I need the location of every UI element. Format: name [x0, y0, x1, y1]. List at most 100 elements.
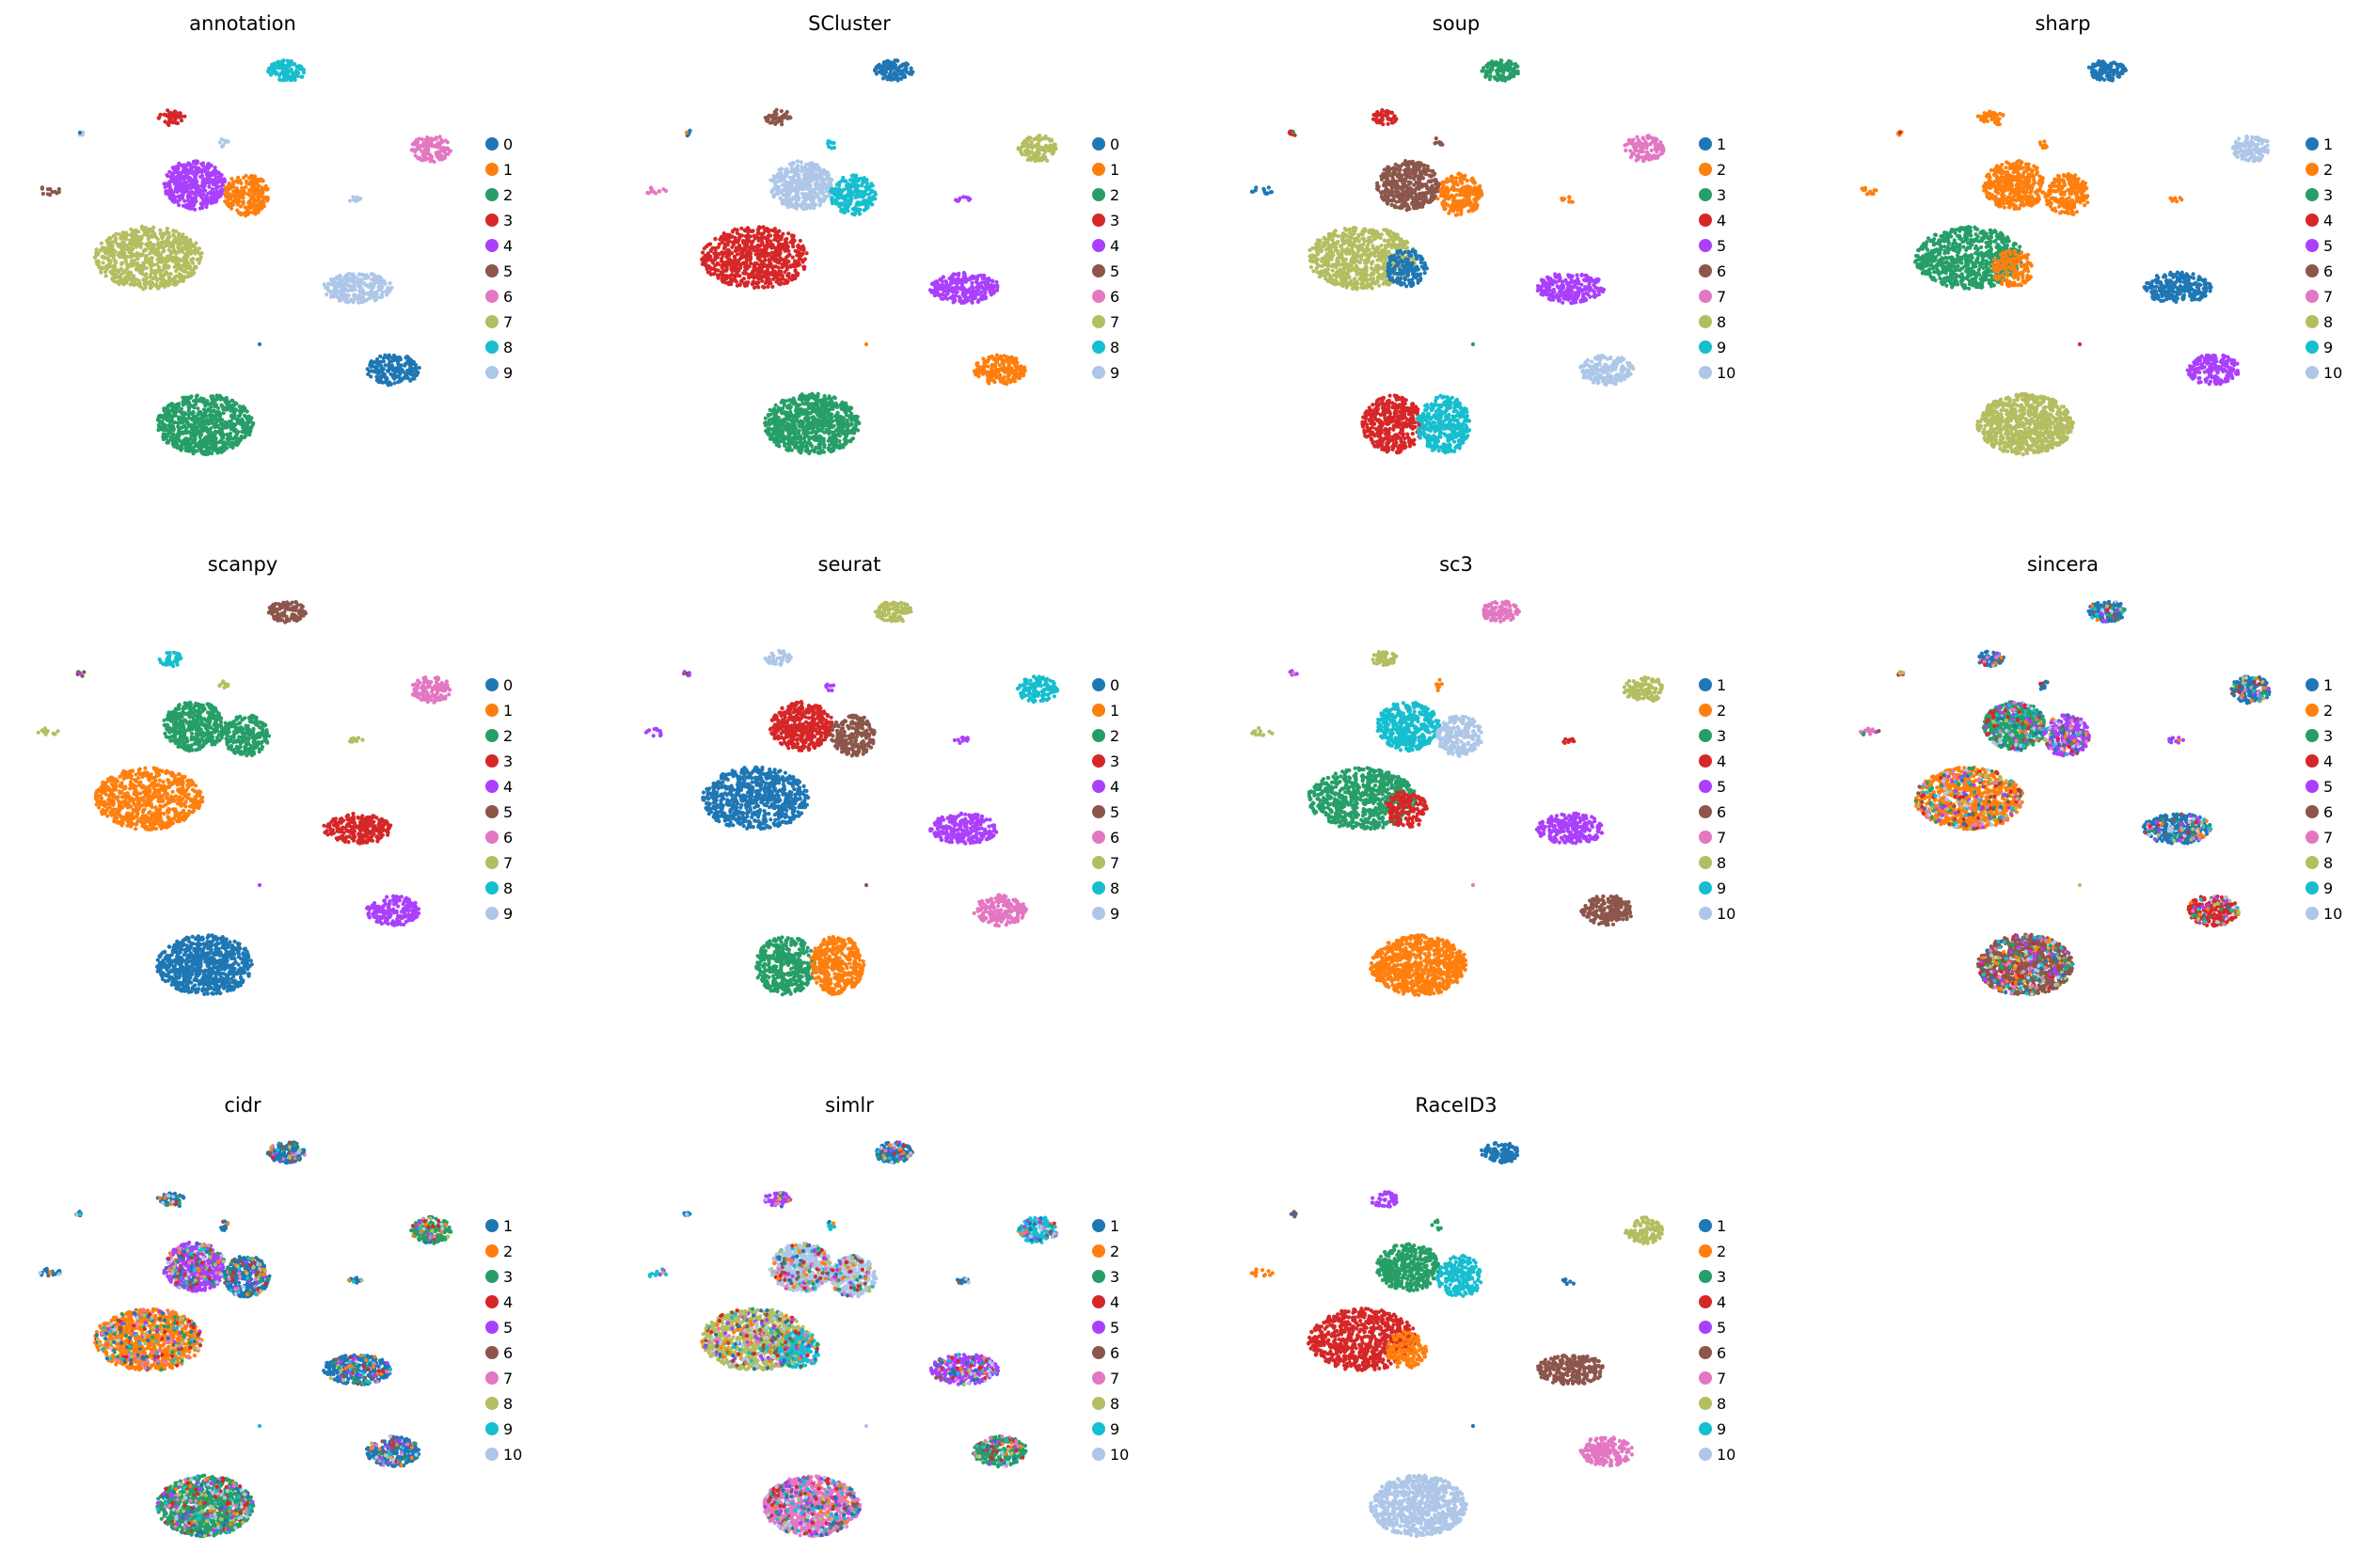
- data-point: [125, 233, 129, 237]
- data-point: [378, 355, 382, 358]
- data-point: [182, 264, 186, 268]
- data-point: [182, 240, 186, 244]
- data-point: [247, 193, 251, 197]
- data-point: [161, 260, 165, 263]
- cluster-right-mid: [323, 272, 394, 305]
- data-point: [183, 275, 187, 278]
- data-point: [239, 213, 243, 216]
- data-point: [214, 166, 217, 169]
- data-point: [150, 268, 153, 272]
- data-point: [161, 231, 165, 235]
- data-point: [188, 240, 192, 244]
- data-point: [377, 380, 381, 384]
- data-point: [139, 237, 143, 241]
- data-point: [377, 288, 381, 292]
- data-point: [286, 59, 290, 63]
- data-point: [190, 268, 194, 272]
- data-point: [354, 280, 357, 284]
- data-point: [96, 260, 100, 263]
- data-point: [200, 203, 204, 207]
- data-point: [430, 155, 434, 159]
- data-point: [258, 178, 261, 182]
- data-point: [198, 261, 201, 265]
- data-point: [129, 271, 133, 275]
- data-point: [163, 263, 166, 267]
- data-point: [369, 365, 372, 369]
- data-point: [148, 230, 151, 233]
- data-point: [220, 184, 224, 188]
- data-point: [146, 260, 150, 263]
- data-point: [255, 198, 259, 202]
- data-point: [134, 282, 137, 286]
- data-point: [182, 178, 186, 182]
- data-point: [158, 277, 162, 280]
- data-point: [143, 274, 147, 277]
- data-point: [101, 255, 104, 259]
- data-point: [102, 261, 105, 264]
- data-point: [170, 175, 174, 179]
- data-point: [208, 198, 212, 202]
- data-point: [164, 113, 167, 117]
- data-point: [126, 245, 130, 249]
- data-point: [325, 293, 328, 296]
- data-point: [121, 230, 125, 234]
- data-point: [208, 191, 212, 195]
- data-point: [166, 123, 170, 127]
- data-point: [214, 175, 218, 179]
- data-point: [421, 144, 425, 148]
- data-point: [119, 261, 123, 265]
- data-point: [224, 195, 228, 198]
- data-point: [165, 257, 168, 261]
- data-point: [189, 179, 193, 182]
- data-point: [404, 356, 407, 359]
- data-point: [203, 189, 207, 193]
- data-point: [165, 189, 168, 193]
- data-point: [418, 366, 421, 370]
- data-point: [131, 254, 135, 258]
- data-point: [435, 137, 438, 141]
- data-point: [332, 277, 336, 281]
- data-point: [439, 154, 443, 158]
- data-point: [218, 178, 222, 182]
- data-point: [300, 75, 304, 79]
- data-point: [109, 242, 113, 245]
- data-point: [256, 211, 260, 214]
- data-point: [287, 76, 291, 80]
- data-point: [222, 177, 226, 181]
- cluster-right-top: [410, 135, 452, 164]
- data-point: [172, 120, 176, 124]
- data-point: [174, 283, 178, 287]
- data-point: [159, 269, 163, 273]
- data-point: [273, 64, 277, 68]
- data-point: [193, 265, 197, 269]
- data-point: [384, 363, 388, 367]
- data-point: [180, 119, 183, 122]
- data-point: [363, 283, 367, 287]
- data-point: [343, 275, 347, 278]
- data-point: [126, 277, 130, 281]
- data-point: [194, 159, 198, 163]
- data-point: [357, 272, 361, 276]
- data-point: [282, 69, 286, 72]
- data-point: [278, 71, 282, 75]
- data-point: [417, 156, 420, 160]
- data-point: [386, 369, 389, 372]
- data-point: [223, 139, 227, 143]
- data-point: [188, 200, 192, 204]
- data-point: [136, 265, 140, 269]
- data-point: [157, 242, 161, 245]
- data-point: [187, 250, 191, 254]
- data-point: [182, 184, 185, 188]
- data-point: [257, 188, 261, 192]
- data-point: [124, 237, 128, 241]
- data-point: [149, 286, 152, 290]
- data-point: [363, 292, 367, 295]
- data-point: [153, 272, 157, 276]
- data-point: [106, 265, 110, 269]
- data-point: [194, 241, 198, 245]
- data-point: [104, 274, 108, 277]
- data-point: [447, 152, 451, 156]
- data-point: [366, 372, 370, 376]
- data-point: [108, 261, 112, 264]
- data-point: [352, 300, 356, 304]
